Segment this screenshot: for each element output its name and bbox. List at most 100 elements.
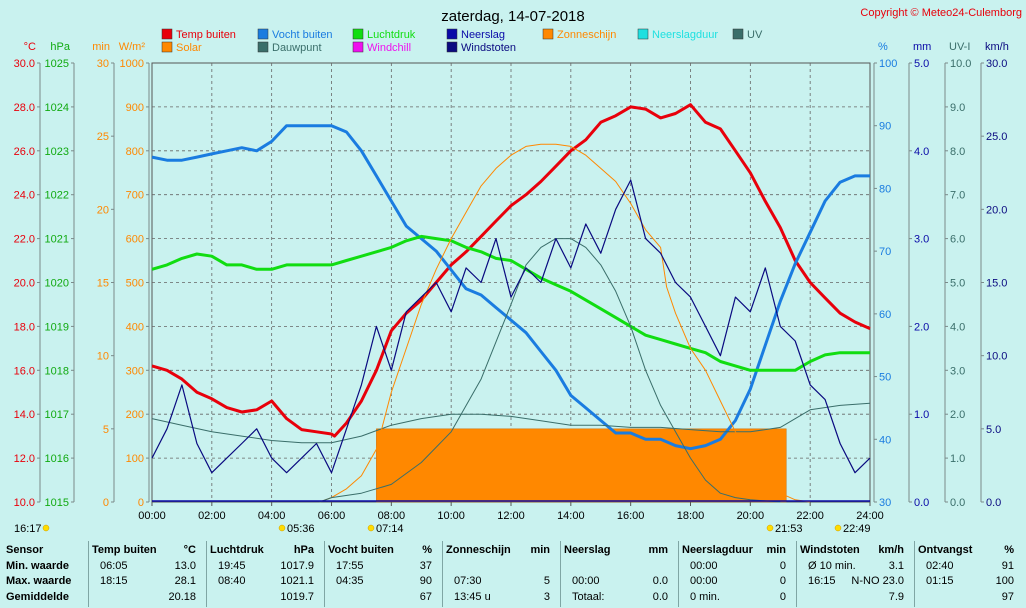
stat-column: Sensor Min. waarde Max. waarde Gemiddelde [6, 539, 90, 608]
legend-swatch [257, 28, 269, 40]
stat-time: 06:05 [100, 560, 128, 572]
series-line-dauwpunt [151, 402, 871, 444]
x-axis: 00:00 02:00 04:00 06:00 08:00 10:00 12:00 14:00… [14, 502, 884, 535]
sun-time-label: 05:36 [287, 523, 315, 535]
series-line-vocht-buiten [151, 124, 870, 451]
solar-tick-label: 0 [138, 497, 144, 509]
uv-tick-label: 6.0 [950, 234, 965, 246]
stat-value: 100 [995, 575, 1014, 587]
sun-marker-icon [766, 524, 774, 532]
legend-label: Zonneschijn [557, 29, 616, 41]
stat-value: 91 [1001, 560, 1014, 572]
wind-tick-label: 20.0 [986, 204, 1007, 216]
temp-tick-label: 10.0 [14, 497, 35, 509]
wind-tick-label: 5.0 [986, 424, 1001, 436]
temp-tick-label: 24.0 [14, 190, 35, 202]
stat-column: Neerslagduur min 00:00 0 00:00 0 0 min. 0 [682, 539, 792, 608]
stat-value: 7.9 [888, 591, 904, 603]
x-tick-label: 24:00 [856, 510, 884, 522]
x-tick-label: 22:00 [796, 510, 824, 522]
stat-unit: min [530, 544, 550, 556]
solar-tick-label: 100 [126, 453, 144, 465]
legend-swatch [352, 41, 364, 53]
stat-value: 3 [543, 591, 550, 603]
stat-value: 1021.1 [280, 575, 314, 587]
series-line-luchtdruk [151, 234, 870, 372]
sun-time-label: 07:14 [376, 523, 404, 535]
uv-tick-label: 9.0 [950, 102, 965, 114]
solar-tick-label: 1000 [120, 58, 144, 70]
sunshine-bar [376, 428, 787, 503]
stat-time: 13:45 u [454, 591, 491, 603]
temp-tick-label: 18.0 [14, 321, 35, 333]
humidity-tick-label: 80 [879, 183, 891, 195]
copyright-label: Copyright © Meteo24-Culemborg [860, 7, 1022, 19]
legend-swatch [446, 41, 458, 53]
legend-label: Dauwpunt [272, 42, 322, 54]
stat-value: 28.1 [174, 575, 196, 587]
humidity-tick-label: 60 [879, 309, 891, 321]
solar-tick-label: 700 [126, 190, 144, 202]
stat-column: Temp buiten °C 06:05 13.0 18:15 28.1 20.18 [92, 539, 202, 608]
pressure-tick-label: 1020 [45, 278, 69, 290]
x-tick-label: 10:00 [437, 510, 465, 522]
stat-value: 3.1 [888, 560, 904, 572]
legend-swatch [637, 28, 649, 40]
legend-label: Solar [176, 42, 202, 54]
stat-time: 17:55 [336, 560, 364, 572]
stat-value: 13.0 [174, 560, 196, 572]
temp-tick-label: 28.0 [14, 102, 35, 114]
minutes-tick-label: 25 [97, 131, 109, 143]
legend-swatch [542, 28, 554, 40]
humidity-axis-label: % [878, 41, 888, 53]
wind-tick-label: 25.0 [986, 131, 1007, 143]
stat-value: 5 [543, 575, 550, 587]
stat-time: 0 min. [690, 591, 720, 603]
stat-unit: % [422, 544, 432, 556]
stat-time: 18:15 [100, 575, 128, 587]
temp-tick-label: 22.0 [14, 234, 35, 246]
uv-tick-label: 10.0 [950, 58, 971, 70]
pressure-tick-label: 1017 [45, 409, 69, 421]
series-line-uv [319, 238, 781, 503]
statistics-table: Sensor Min. waarde Max. waarde Gemiddelde Te… [0, 539, 1026, 608]
x-tick-label: 00:00 [138, 510, 166, 522]
stat-header: Neerslag [564, 544, 611, 556]
stat-column: Windstoten km/h Ø 10 min. 3.1 16:15 N-NO 23.0… [800, 539, 910, 608]
solar-axis-label: W/m² [119, 41, 146, 53]
stat-unit: min [766, 544, 786, 556]
stat-time: 16:15 [808, 575, 836, 587]
solar-tick-label: 600 [126, 234, 144, 246]
stat-column: Vocht buiten% 17:55 37 04:35 90 67 [328, 539, 438, 608]
stat-row-label: Max. waarde [6, 575, 72, 587]
rain-tick-label: 5.0 [914, 58, 929, 70]
stat-value: 20.18 [168, 591, 196, 603]
stat-value: 0.0 [652, 591, 668, 603]
wind-tick-label: 30.0 [986, 58, 1007, 70]
temp-tick-label: 30.0 [14, 58, 35, 70]
stat-unit: °C [183, 544, 196, 556]
legend-swatch [352, 28, 364, 40]
stat-time: Ø 10 min. [808, 560, 856, 572]
stat-separator [796, 541, 797, 607]
pressure-tick-label: 1015 [45, 497, 69, 509]
legend-swatch [732, 28, 744, 40]
stat-value: 0 [779, 575, 786, 587]
stat-value: 0 [779, 560, 786, 572]
temp-tick-label: 26.0 [14, 146, 35, 158]
x-tick-label: 06:00 [318, 510, 346, 522]
chart-axes: °C 10.0 12.0 14.0 16.0 18.0 20.0 22.0 24.0 26.0 28… [14, 41, 1009, 509]
humidity-tick-label: 100 [879, 58, 897, 70]
stat-column: Zonneschijn min 07:30 5 13:45 u 3 [446, 539, 556, 608]
sun-time-label: 22:49 [843, 523, 871, 535]
stat-time: 02:40 [926, 560, 954, 572]
rain-tick-label: 3.0 [914, 234, 929, 246]
rain-tick-label: 2.0 [914, 321, 929, 333]
legend-swatch [161, 41, 173, 53]
stat-separator [442, 541, 443, 607]
plot-area [151, 62, 871, 503]
solar-tick-label: 300 [126, 365, 144, 377]
sun-marker-icon [278, 524, 286, 532]
minutes-tick-label: 5 [103, 424, 109, 436]
stat-header: Vocht buiten [328, 544, 394, 556]
